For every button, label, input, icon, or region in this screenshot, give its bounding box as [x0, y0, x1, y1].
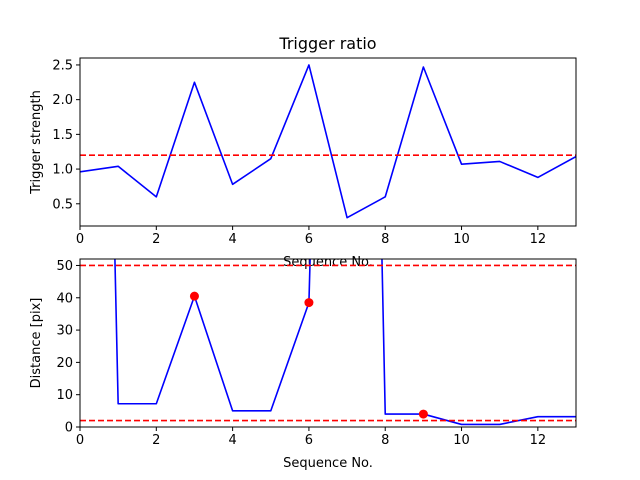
- top-chart-ytick-label: 1.0: [52, 163, 73, 178]
- top-chart-plot: 0 2 4 6 8 10 12 0.5 1.0 1.5 2.0 2.5: [52, 57, 577, 247]
- bottom-chart-series-line: [114, 259, 576, 426]
- top-chart-data-area: [80, 64, 576, 219]
- top-chart-xlabel: Sequence No.: [283, 255, 373, 270]
- bottom-chart-xtick-label: 4: [228, 433, 236, 448]
- bottom-chart-ytick-label: 0: [65, 421, 73, 436]
- bottom-chart-frame: [79, 258, 577, 428]
- bottom-chart-marker-point: [304, 298, 314, 308]
- bottom-chart-ytick-label: 10: [56, 388, 73, 403]
- bottom-chart-ytick-label: 20: [56, 356, 73, 371]
- top-chart-ytick-label: 1.5: [52, 128, 73, 143]
- bottom-chart-xtick-label: 6: [305, 433, 313, 448]
- top-chart-ylabel: Trigger strength: [29, 90, 44, 195]
- top-chart-ytick-label: 0.5: [52, 197, 73, 212]
- bottom-chart-ytick-label: 50: [56, 259, 73, 274]
- top-chart-xtick-label: 2: [152, 232, 160, 247]
- bottom-chart-xlabel: Sequence No.: [283, 456, 373, 471]
- top-chart-xtick-label: 12: [530, 232, 547, 247]
- bottom-chart-xtick-label: 10: [453, 433, 470, 448]
- top-chart-xtick-label: 8: [381, 232, 389, 247]
- top-chart-xtick-label: 4: [228, 232, 236, 247]
- top-chart-xtick-label: 6: [305, 232, 313, 247]
- bottom-chart-ylabel: Distance [pix]: [29, 298, 44, 389]
- bottom-chart-xtick-label: 2: [152, 433, 160, 448]
- bottom-chart-marker-point: [418, 409, 428, 419]
- top-chart-frame: [79, 57, 577, 227]
- top-chart-xtick-label: 0: [76, 232, 84, 247]
- top-chart-xtick-label: 10: [453, 232, 470, 247]
- bottom-chart-data-area: [80, 259, 576, 426]
- top-chart-series-line: [80, 64, 576, 219]
- bottom-chart-xtick-label: 0: [76, 433, 84, 448]
- top-chart-title: Trigger ratio: [278, 34, 376, 53]
- top-chart-ytick-label: 2.0: [52, 93, 73, 108]
- bottom-chart-ytick-label: 40: [56, 291, 73, 306]
- top-chart-ytick-label: 2.5: [52, 58, 73, 73]
- bottom-chart-marker-point: [189, 291, 199, 301]
- bottom-chart-xtick-label: 8: [381, 433, 389, 448]
- bottom-chart-plot: 0 2 4 6 8 10 12 0 10 20 30 40 50: [56, 258, 577, 448]
- bottom-chart-ytick-label: 30: [56, 324, 73, 339]
- bottom-chart-xtick-label: 12: [530, 433, 547, 448]
